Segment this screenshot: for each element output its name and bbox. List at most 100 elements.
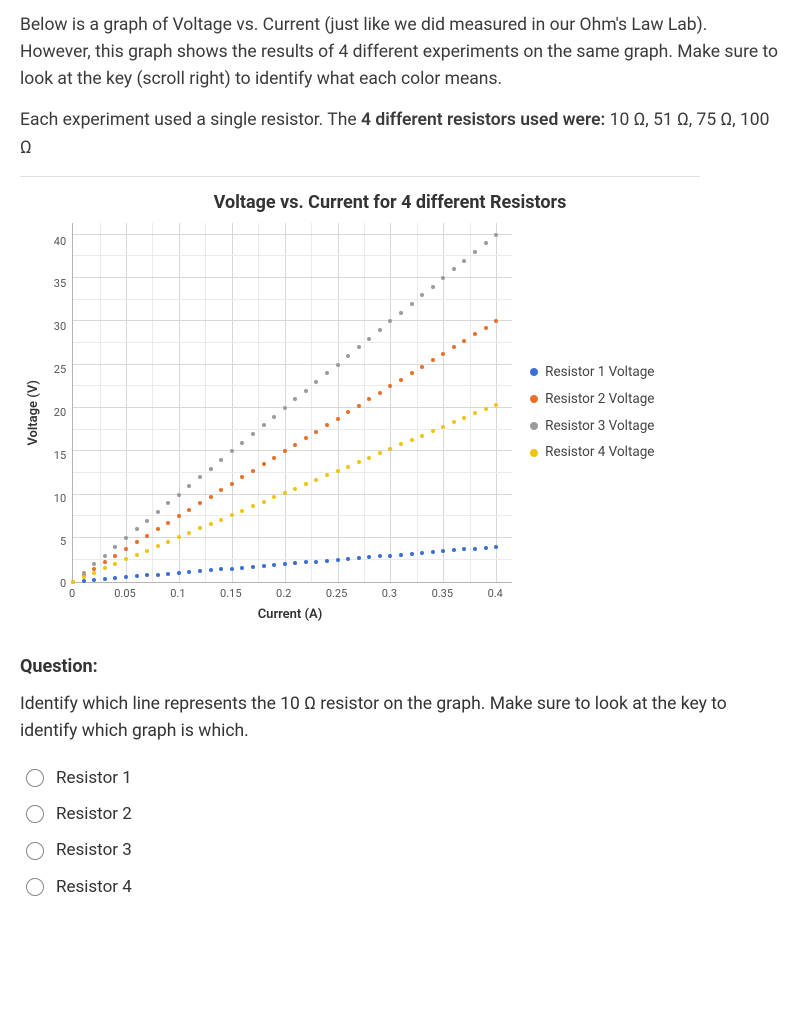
intro-text: Below is a graph of Voltage vs. Current …: [20, 12, 779, 162]
data-point: [494, 545, 498, 549]
data-point: [103, 554, 107, 558]
data-point: [441, 549, 445, 553]
data-point: [325, 473, 329, 477]
data-point: [420, 551, 424, 555]
data-point: [177, 571, 181, 575]
data-point: [283, 406, 287, 410]
option-4[interactable]: Resistor 4: [26, 874, 779, 900]
option-label: Resistor 4: [56, 874, 132, 900]
data-point: [198, 501, 202, 505]
data-point: [367, 456, 371, 460]
data-point: [135, 540, 139, 544]
data-point: [283, 562, 287, 566]
data-point: [82, 579, 86, 583]
data-point: [219, 458, 223, 462]
data-point: [198, 569, 202, 573]
data-point: [431, 358, 435, 362]
data-point: [420, 365, 424, 369]
data-point: [272, 456, 276, 460]
x-tick-label: 0.35: [432, 585, 453, 602]
data-point: [494, 319, 498, 323]
question-text: Identify which line represents the 10 Ω …: [20, 691, 779, 745]
data-point: [145, 534, 149, 538]
data-point: [198, 475, 202, 479]
legend-label: Resistor 2 Voltage: [545, 389, 654, 410]
data-point: [452, 420, 456, 424]
data-point: [283, 491, 287, 495]
data-point: [103, 566, 107, 570]
data-point: [135, 574, 139, 578]
data-point: [124, 536, 128, 540]
data-point: [251, 565, 255, 569]
data-point: [325, 423, 329, 427]
data-point: [388, 554, 392, 558]
data-point: [388, 384, 392, 388]
radio-icon[interactable]: [26, 769, 44, 787]
chart-legend: Resistor 1 VoltageResistor 2 VoltageResi…: [530, 356, 654, 470]
legend-item: Resistor 4 Voltage: [530, 442, 654, 463]
data-point: [103, 577, 107, 581]
data-point: [410, 552, 414, 556]
answer-options: Resistor 1 Resistor 2 Resistor 3 Resistor 4: [26, 765, 779, 900]
data-point: [336, 417, 340, 421]
y-axis-ticks: 0510152025303540: [48, 233, 72, 593]
question-section: Question: Identify which line represents…: [20, 653, 779, 901]
data-point: [177, 514, 181, 518]
data-point: [484, 546, 488, 550]
option-2[interactable]: Resistor 2: [26, 801, 779, 827]
data-point: [314, 380, 318, 384]
data-point: [314, 430, 318, 434]
data-point: [113, 562, 117, 566]
data-point: [240, 475, 244, 479]
data-point: [240, 566, 244, 570]
x-tick-label: 0.4: [488, 585, 503, 602]
data-point: [293, 561, 297, 565]
data-point: [431, 550, 435, 554]
data-point: [304, 482, 308, 486]
x-tick-label: 0.15: [220, 585, 241, 602]
radio-icon[interactable]: [26, 842, 44, 860]
data-point: [410, 302, 414, 306]
data-point: [187, 570, 191, 574]
chart-title: Voltage vs. Current for 4 different Resi…: [20, 185, 700, 223]
data-point: [378, 554, 382, 558]
legend-item: Resistor 2 Voltage: [530, 389, 654, 410]
data-point: [367, 555, 371, 559]
data-point: [304, 560, 308, 564]
data-point: [209, 495, 213, 499]
data-point: [336, 469, 340, 473]
data-point: [357, 460, 361, 464]
data-point: [71, 580, 75, 584]
data-point: [357, 345, 361, 349]
data-point: [293, 443, 297, 447]
y-tick-label: 30: [48, 318, 66, 335]
data-point: [166, 501, 170, 505]
intro-paragraph-2: Each experiment used a single resistor. …: [20, 107, 779, 161]
legend-dot-icon: [530, 368, 538, 376]
data-point: [219, 567, 223, 571]
data-point: [494, 403, 498, 407]
data-point: [156, 544, 160, 548]
option-3[interactable]: Resistor 3: [26, 837, 779, 863]
data-point: [325, 371, 329, 375]
data-point: [135, 553, 139, 557]
data-point: [230, 449, 234, 453]
y-axis-label: Voltage (V): [20, 380, 48, 446]
data-point: [198, 526, 202, 530]
data-point: [272, 415, 276, 419]
radio-icon[interactable]: [26, 805, 44, 823]
data-point: [92, 571, 96, 575]
option-1[interactable]: Resistor 1: [26, 765, 779, 791]
radio-icon[interactable]: [26, 878, 44, 896]
y-tick-label: 0: [48, 575, 66, 592]
data-point: [145, 549, 149, 553]
data-point: [251, 504, 255, 508]
data-point: [177, 535, 181, 539]
data-point: [113, 545, 117, 549]
y-tick-label: 20: [48, 404, 66, 421]
data-point: [230, 513, 234, 517]
data-point: [92, 578, 96, 582]
data-point: [388, 447, 392, 451]
x-axis-ticks: 00.050.10.150.20.250.30.350.4: [72, 585, 512, 603]
data-point: [156, 510, 160, 514]
